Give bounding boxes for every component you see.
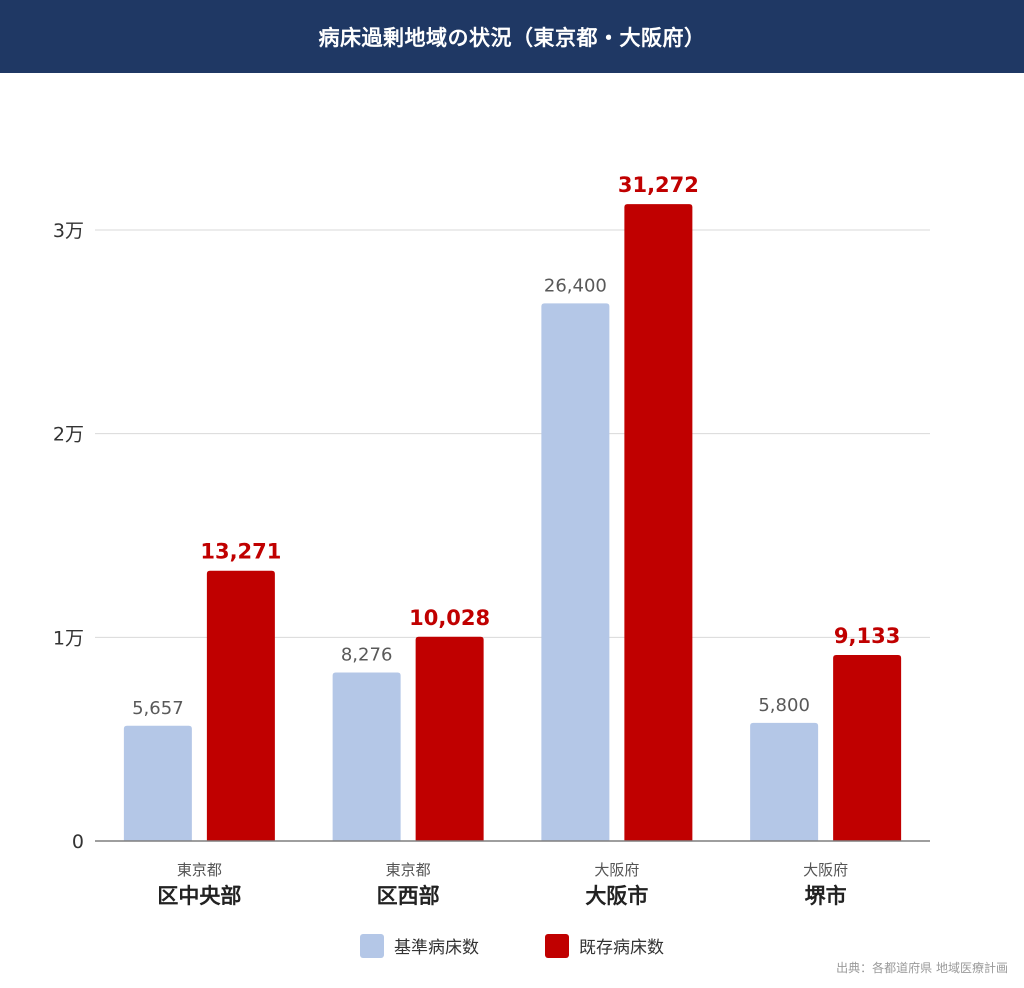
data-label-existing: 9,133 bbox=[834, 624, 900, 648]
category-prefecture-label: 大阪府 bbox=[803, 861, 848, 879]
legend-swatch-base bbox=[360, 933, 384, 958]
legend-label-base: 基準病床数 bbox=[394, 938, 479, 958]
bar-base bbox=[750, 722, 819, 841]
category-prefecture-label: 東京都 bbox=[177, 861, 222, 879]
bar-base bbox=[541, 303, 610, 841]
bar-base bbox=[332, 672, 401, 841]
data-label-base: 5,657 bbox=[132, 698, 184, 719]
bar-existing bbox=[624, 204, 693, 841]
category-region-label: 堺市 bbox=[805, 884, 847, 908]
data-label-base: 8,276 bbox=[341, 644, 393, 665]
legend-swatch-existing bbox=[545, 933, 569, 958]
category-prefecture-label: 大阪府 bbox=[594, 861, 639, 879]
category-region-label: 区中央部 bbox=[157, 884, 241, 908]
source-note: 出典：各都道府県 地域医療計画 bbox=[836, 961, 1008, 975]
bar-existing bbox=[833, 654, 902, 841]
data-label-existing: 13,271 bbox=[200, 540, 281, 564]
bar-base bbox=[123, 725, 192, 841]
category-region-label: 大阪市 bbox=[585, 884, 648, 908]
category-prefecture-label: 東京都 bbox=[386, 861, 431, 879]
legend-item-existing: 既存病床数 bbox=[545, 933, 664, 958]
chart-header: 病床過剰地域の状況（東京都・大阪府） bbox=[0, 0, 1024, 73]
y-tick-label: 2万 bbox=[53, 424, 84, 446]
bar-existing bbox=[206, 570, 275, 841]
legend-label-existing: 既存病床数 bbox=[579, 938, 664, 958]
data-label-existing: 31,272 bbox=[618, 173, 699, 197]
legend-item-base: 基準病床数 bbox=[360, 933, 479, 958]
y-tick-label: 1万 bbox=[53, 627, 84, 649]
data-label-base: 5,800 bbox=[758, 695, 810, 716]
chart-legend: 基準病床数 既存病床数 bbox=[0, 933, 1024, 958]
data-label-base: 26,400 bbox=[544, 275, 607, 296]
category-region-label: 区西部 bbox=[377, 884, 440, 908]
y-tick-label: 3万 bbox=[53, 220, 84, 242]
y-tick-label: 0 bbox=[72, 831, 84, 853]
data-label-existing: 10,028 bbox=[409, 606, 490, 630]
chart-title: 病床過剰地域の状況（東京都・大阪府） bbox=[318, 25, 706, 50]
bar-existing bbox=[415, 636, 484, 841]
